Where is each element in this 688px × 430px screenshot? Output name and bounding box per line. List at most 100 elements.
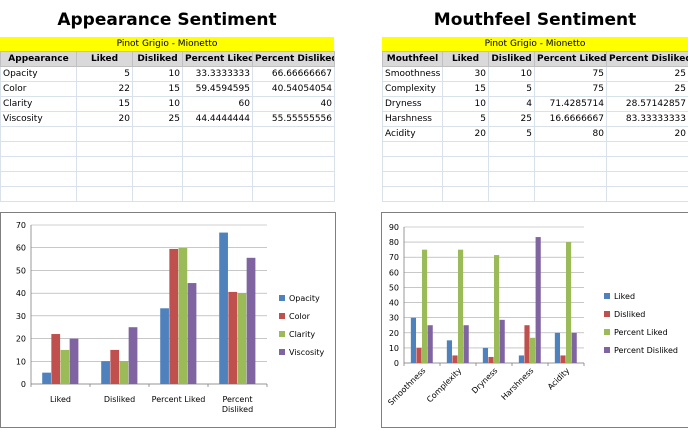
empty-cell[interactable] <box>253 142 335 157</box>
legend-item[interactable]: Color <box>279 307 324 325</box>
value-cell[interactable]: 10 <box>489 67 535 82</box>
empty-cell[interactable] <box>183 172 253 187</box>
value-cell[interactable]: 22 <box>77 82 133 97</box>
column-header[interactable]: Percent Liked <box>183 52 253 67</box>
column-header[interactable]: Appearance <box>1 52 77 67</box>
row-label-cell[interactable]: Clarity <box>1 97 77 112</box>
empty-cell[interactable] <box>183 157 253 172</box>
value-cell[interactable]: 10 <box>133 97 183 112</box>
empty-cell[interactable] <box>489 157 535 172</box>
empty-cell[interactable] <box>77 142 133 157</box>
column-header[interactable]: Liked <box>77 52 133 67</box>
column-header[interactable]: Disliked <box>489 52 535 67</box>
value-cell[interactable]: 80 <box>535 127 607 142</box>
empty-cell[interactable] <box>443 172 489 187</box>
legend-item[interactable]: Viscosity <box>279 343 324 361</box>
value-cell[interactable]: 5 <box>443 112 489 127</box>
row-label-cell[interactable]: Acidity <box>383 127 443 142</box>
value-cell[interactable]: 5 <box>489 127 535 142</box>
value-cell[interactable]: 28.57142857 <box>607 97 688 112</box>
empty-cell[interactable] <box>383 142 443 157</box>
empty-cell[interactable] <box>489 142 535 157</box>
value-cell[interactable]: 5 <box>489 82 535 97</box>
value-cell[interactable]: 25 <box>133 112 183 127</box>
empty-cell[interactable] <box>77 172 133 187</box>
value-cell[interactable]: 71.4285714 <box>535 97 607 112</box>
empty-cell[interactable] <box>133 187 183 202</box>
value-cell[interactable]: 44.4444444 <box>183 112 253 127</box>
legend-item[interactable]: Clarity <box>279 325 324 343</box>
legend-item[interactable]: Liked <box>604 287 678 305</box>
empty-cell[interactable] <box>443 142 489 157</box>
empty-cell[interactable] <box>607 187 688 202</box>
row-label-cell[interactable]: Smoothness <box>383 67 443 82</box>
empty-cell[interactable] <box>77 157 133 172</box>
value-cell[interactable]: 10 <box>443 97 489 112</box>
empty-cell[interactable] <box>443 157 489 172</box>
legend-item[interactable]: Percent Disliked <box>604 341 678 359</box>
value-cell[interactable]: 4 <box>489 97 535 112</box>
column-header[interactable]: Percent Disliked <box>607 52 688 67</box>
column-header[interactable]: Percent Liked <box>535 52 607 67</box>
empty-cell[interactable] <box>489 172 535 187</box>
empty-cell[interactable] <box>535 142 607 157</box>
empty-cell[interactable] <box>1 157 77 172</box>
value-cell[interactable]: 60 <box>183 97 253 112</box>
empty-cell[interactable] <box>1 127 77 142</box>
empty-cell[interactable] <box>383 187 443 202</box>
empty-cell[interactable] <box>535 172 607 187</box>
column-header[interactable]: Mouthfeel <box>383 52 443 67</box>
row-label-cell[interactable]: Complexity <box>383 82 443 97</box>
empty-cell[interactable] <box>535 157 607 172</box>
empty-cell[interactable] <box>607 157 688 172</box>
value-cell[interactable]: 15 <box>133 82 183 97</box>
value-cell[interactable]: 30 <box>443 67 489 82</box>
value-cell[interactable]: 25 <box>607 67 688 82</box>
row-label-cell[interactable]: Harshness <box>383 112 443 127</box>
value-cell[interactable]: 75 <box>535 67 607 82</box>
empty-cell[interactable] <box>489 187 535 202</box>
value-cell[interactable]: 20 <box>607 127 688 142</box>
row-label-cell[interactable]: Opacity <box>1 67 77 82</box>
empty-cell[interactable] <box>133 172 183 187</box>
empty-cell[interactable] <box>383 172 443 187</box>
empty-cell[interactable] <box>183 127 253 142</box>
value-cell[interactable]: 20 <box>443 127 489 142</box>
value-cell[interactable]: 5 <box>77 67 133 82</box>
empty-cell[interactable] <box>535 187 607 202</box>
column-header[interactable]: Liked <box>443 52 489 67</box>
column-header[interactable]: Disliked <box>133 52 183 67</box>
row-label-cell[interactable]: Viscosity <box>1 112 77 127</box>
empty-cell[interactable] <box>383 157 443 172</box>
empty-cell[interactable] <box>253 157 335 172</box>
value-cell[interactable]: 15 <box>77 97 133 112</box>
value-cell[interactable]: 83.33333333 <box>607 112 688 127</box>
empty-cell[interactable] <box>77 127 133 142</box>
value-cell[interactable]: 15 <box>443 82 489 97</box>
column-header[interactable]: Percent Disliked <box>253 52 335 67</box>
value-cell[interactable]: 25 <box>489 112 535 127</box>
empty-cell[interactable] <box>607 172 688 187</box>
value-cell[interactable]: 16.6666667 <box>535 112 607 127</box>
legend-item[interactable]: Opacity <box>279 289 324 307</box>
legend-item[interactable]: Disliked <box>604 305 678 323</box>
value-cell[interactable]: 20 <box>77 112 133 127</box>
empty-cell[interactable] <box>1 187 77 202</box>
value-cell[interactable]: 75 <box>535 82 607 97</box>
empty-cell[interactable] <box>1 172 77 187</box>
empty-cell[interactable] <box>253 172 335 187</box>
row-label-cell[interactable]: Color <box>1 82 77 97</box>
empty-cell[interactable] <box>443 187 489 202</box>
empty-cell[interactable] <box>133 142 183 157</box>
value-cell[interactable]: 66.66666667 <box>253 67 335 82</box>
empty-cell[interactable] <box>183 187 253 202</box>
legend-item[interactable]: Percent Liked <box>604 323 678 341</box>
empty-cell[interactable] <box>253 127 335 142</box>
empty-cell[interactable] <box>77 187 133 202</box>
empty-cell[interactable] <box>183 142 253 157</box>
empty-cell[interactable] <box>607 142 688 157</box>
value-cell[interactable]: 55.55555556 <box>253 112 335 127</box>
value-cell[interactable]: 59.4594595 <box>183 82 253 97</box>
